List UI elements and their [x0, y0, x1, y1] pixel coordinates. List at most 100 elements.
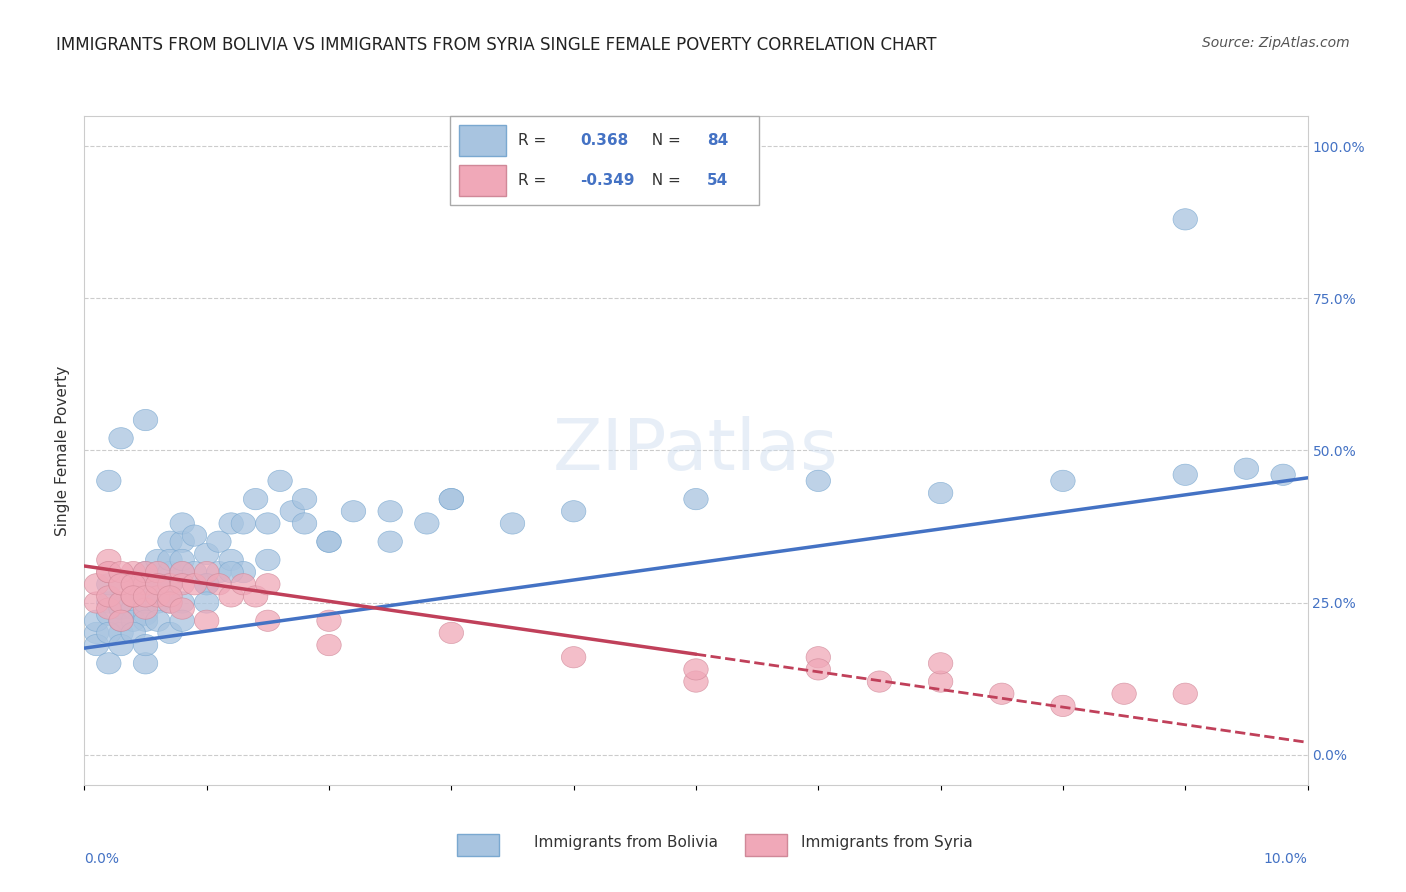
Ellipse shape [146, 561, 170, 582]
FancyBboxPatch shape [450, 116, 759, 205]
Ellipse shape [97, 623, 121, 643]
Ellipse shape [683, 489, 709, 509]
Ellipse shape [928, 671, 953, 692]
Ellipse shape [378, 500, 402, 522]
Ellipse shape [108, 610, 134, 632]
Ellipse shape [219, 549, 243, 571]
FancyBboxPatch shape [460, 125, 506, 156]
Ellipse shape [194, 574, 219, 595]
Ellipse shape [134, 561, 157, 582]
Ellipse shape [121, 586, 146, 607]
Ellipse shape [1173, 464, 1198, 485]
Ellipse shape [134, 586, 157, 607]
Text: R =: R = [517, 134, 551, 148]
Ellipse shape [501, 513, 524, 534]
Ellipse shape [183, 561, 207, 582]
Ellipse shape [121, 598, 146, 619]
Ellipse shape [170, 513, 194, 534]
Ellipse shape [868, 671, 891, 692]
Ellipse shape [342, 500, 366, 522]
Ellipse shape [134, 604, 157, 625]
Ellipse shape [84, 634, 108, 656]
Text: 0.0%: 0.0% [84, 852, 120, 866]
Ellipse shape [108, 623, 134, 643]
Ellipse shape [108, 598, 134, 619]
Ellipse shape [1050, 470, 1076, 491]
Ellipse shape [157, 561, 183, 582]
Ellipse shape [170, 549, 194, 571]
Ellipse shape [316, 531, 342, 552]
Ellipse shape [97, 586, 121, 607]
Ellipse shape [256, 549, 280, 571]
Ellipse shape [439, 489, 464, 509]
Ellipse shape [170, 561, 194, 582]
Ellipse shape [134, 574, 157, 595]
Ellipse shape [134, 598, 157, 619]
Ellipse shape [928, 483, 953, 504]
Ellipse shape [1112, 683, 1136, 705]
Ellipse shape [439, 489, 464, 509]
Ellipse shape [97, 549, 121, 571]
Ellipse shape [108, 561, 134, 582]
Text: 0.368: 0.368 [579, 134, 628, 148]
Ellipse shape [134, 409, 157, 431]
Ellipse shape [256, 574, 280, 595]
Ellipse shape [183, 525, 207, 546]
Ellipse shape [84, 574, 108, 595]
Text: Immigrants from Syria: Immigrants from Syria [801, 836, 973, 850]
Ellipse shape [194, 574, 219, 595]
Ellipse shape [243, 586, 269, 607]
Ellipse shape [84, 592, 108, 613]
Ellipse shape [806, 470, 831, 491]
Ellipse shape [157, 574, 183, 595]
Ellipse shape [207, 561, 231, 582]
Ellipse shape [108, 592, 134, 613]
Ellipse shape [134, 580, 157, 601]
Text: 84: 84 [707, 134, 728, 148]
Ellipse shape [231, 561, 256, 582]
Ellipse shape [134, 592, 157, 613]
Ellipse shape [157, 592, 183, 613]
Ellipse shape [439, 623, 464, 643]
Ellipse shape [990, 683, 1014, 705]
Ellipse shape [157, 586, 183, 607]
Ellipse shape [316, 531, 342, 552]
Ellipse shape [121, 561, 146, 582]
Ellipse shape [121, 574, 146, 595]
Text: Immigrants from Bolivia: Immigrants from Bolivia [534, 836, 718, 850]
Ellipse shape [243, 489, 269, 509]
Ellipse shape [134, 653, 157, 674]
Ellipse shape [146, 561, 170, 582]
Ellipse shape [170, 531, 194, 552]
Text: 10.0%: 10.0% [1264, 852, 1308, 866]
Ellipse shape [1173, 209, 1198, 230]
Ellipse shape [157, 592, 183, 613]
Ellipse shape [170, 574, 194, 595]
Ellipse shape [231, 513, 256, 534]
Ellipse shape [157, 549, 183, 571]
Ellipse shape [316, 634, 342, 656]
Ellipse shape [170, 610, 194, 632]
Ellipse shape [97, 653, 121, 674]
Ellipse shape [1234, 458, 1258, 479]
Ellipse shape [194, 610, 219, 632]
Ellipse shape [108, 574, 134, 595]
Ellipse shape [219, 513, 243, 534]
Ellipse shape [806, 647, 831, 668]
Ellipse shape [561, 647, 586, 668]
Text: -0.349: -0.349 [579, 173, 634, 187]
Ellipse shape [97, 574, 121, 595]
Ellipse shape [292, 513, 316, 534]
Ellipse shape [157, 531, 183, 552]
Text: N =: N = [641, 173, 685, 187]
Ellipse shape [415, 513, 439, 534]
Ellipse shape [146, 574, 170, 595]
Ellipse shape [170, 598, 194, 619]
Ellipse shape [280, 500, 305, 522]
Ellipse shape [108, 634, 134, 656]
Ellipse shape [108, 592, 134, 613]
Ellipse shape [170, 592, 194, 613]
Ellipse shape [84, 610, 108, 632]
Ellipse shape [108, 610, 134, 632]
Ellipse shape [108, 610, 134, 632]
